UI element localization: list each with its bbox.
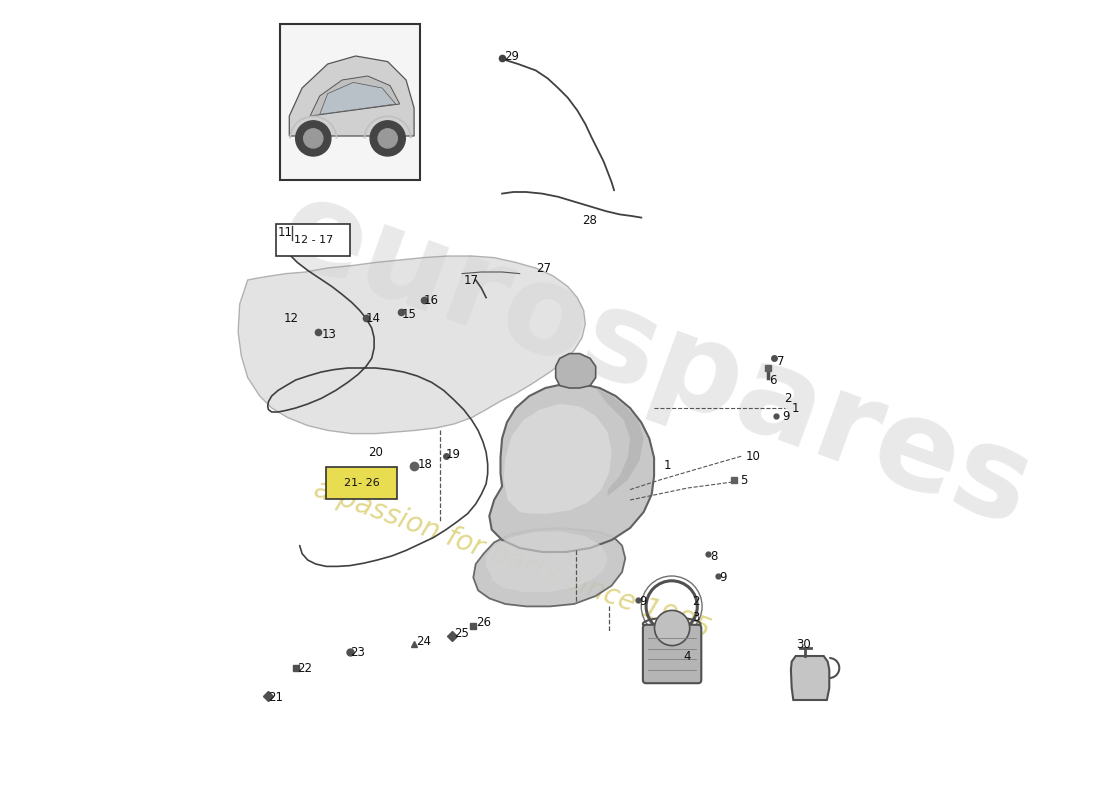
Polygon shape (320, 82, 396, 114)
Text: 7: 7 (778, 355, 784, 368)
Text: 20: 20 (367, 446, 383, 458)
Circle shape (378, 129, 397, 148)
Text: 14: 14 (366, 312, 381, 325)
Text: 25: 25 (454, 627, 469, 640)
Text: 22: 22 (297, 662, 312, 674)
Polygon shape (791, 656, 829, 700)
Text: 27: 27 (536, 262, 551, 274)
Text: 9: 9 (640, 595, 647, 608)
Text: 6: 6 (769, 374, 777, 386)
Text: 11: 11 (278, 226, 293, 238)
Text: 3: 3 (692, 611, 700, 624)
Text: 17: 17 (464, 274, 478, 286)
Circle shape (654, 610, 690, 646)
Polygon shape (556, 354, 596, 388)
Text: 21: 21 (267, 691, 283, 704)
Text: 10: 10 (746, 450, 760, 462)
FancyBboxPatch shape (642, 625, 702, 683)
Text: 21- 26: 21- 26 (344, 478, 380, 488)
Text: 15: 15 (402, 308, 416, 321)
Text: 16: 16 (424, 294, 439, 306)
Text: 19: 19 (447, 448, 461, 461)
Text: 4: 4 (684, 650, 691, 662)
Text: 30: 30 (795, 638, 811, 650)
Text: a passion for parts since 1985: a passion for parts since 1985 (310, 475, 714, 645)
Text: 24: 24 (416, 635, 431, 648)
Text: 28: 28 (582, 214, 597, 226)
Circle shape (296, 121, 331, 156)
Text: 2: 2 (692, 595, 700, 608)
Polygon shape (310, 76, 399, 116)
Text: 12: 12 (284, 312, 299, 325)
Text: 26: 26 (475, 616, 491, 629)
Text: eurospares: eurospares (264, 168, 1047, 552)
Circle shape (370, 121, 405, 156)
Text: 29: 29 (504, 50, 519, 62)
Text: 18: 18 (417, 458, 432, 470)
FancyBboxPatch shape (326, 467, 397, 499)
Polygon shape (490, 384, 654, 552)
FancyBboxPatch shape (276, 224, 350, 256)
Polygon shape (596, 388, 644, 496)
Polygon shape (289, 56, 414, 136)
Text: 13: 13 (321, 328, 337, 341)
Circle shape (304, 129, 323, 148)
Text: 8: 8 (711, 550, 717, 562)
Polygon shape (504, 404, 612, 514)
Polygon shape (486, 531, 607, 592)
Polygon shape (473, 528, 625, 606)
Text: 23: 23 (350, 646, 365, 658)
Polygon shape (238, 256, 585, 434)
Text: 1: 1 (663, 459, 671, 472)
Text: 1: 1 (792, 402, 800, 414)
FancyBboxPatch shape (279, 24, 420, 180)
Text: 12 - 17: 12 - 17 (294, 235, 333, 245)
Text: 9: 9 (782, 410, 790, 422)
Text: 9: 9 (719, 571, 727, 584)
Text: 2: 2 (783, 392, 791, 405)
Text: 5: 5 (739, 474, 747, 486)
